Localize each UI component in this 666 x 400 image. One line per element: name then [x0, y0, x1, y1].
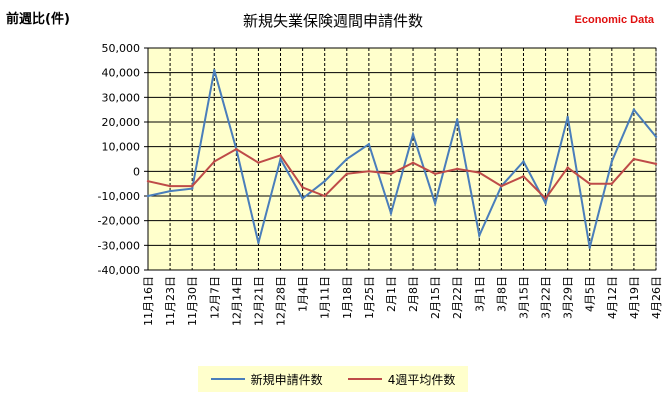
series-line-new-claims [147, 69, 657, 249]
data-point [323, 194, 326, 198]
data-point [323, 180, 326, 183]
series-line-4week-average [147, 147, 657, 201]
data-point [213, 69, 216, 72]
data-point [345, 157, 348, 161]
data-point [235, 147, 238, 151]
y-tick-label: 40,000 [102, 67, 141, 80]
data-point [190, 187, 194, 190]
legend-label-4week-average: 4週平均件数 [387, 372, 456, 387]
legend-label-new-claims: 新規申請件数 [250, 372, 323, 387]
x-tick-label: 3月15日 [517, 276, 530, 319]
x-tick-label: 11月30日 [186, 276, 199, 326]
data-point [610, 160, 614, 163]
legend-item-new-claims: 新規申請件数 [210, 371, 323, 388]
y-tick-label: 10,000 [102, 141, 141, 154]
data-point [389, 172, 393, 175]
y-tick-label: -30,000 [98, 239, 140, 252]
x-tick-label: 2月22日 [451, 276, 464, 319]
data-point [588, 182, 591, 185]
x-tick-label: 3月1日 [473, 276, 486, 312]
plot-area [147, 47, 657, 271]
data-point [389, 212, 393, 215]
data-point [632, 157, 636, 161]
x-tick-label: 3月22日 [540, 276, 553, 319]
y-tick-label: -20,000 [98, 215, 140, 228]
y-unit-label: 前週比(件) [6, 12, 70, 27]
data-point [168, 184, 172, 188]
data-point [500, 184, 503, 188]
data-point [213, 160, 216, 163]
x-tick-label: 11月16日 [142, 276, 155, 326]
data-point [146, 180, 150, 183]
data-point [632, 108, 636, 111]
y-tick-label: -10,000 [98, 190, 140, 203]
data-point [279, 157, 282, 161]
x-tick-label: 11月23日 [164, 276, 177, 326]
data-point [654, 135, 658, 138]
x-tick-label: 4月12日 [606, 276, 619, 319]
data-point [566, 115, 569, 119]
data-point [456, 118, 459, 121]
data-point [168, 189, 172, 193]
data-point [367, 143, 371, 146]
x-tick-label: 1月11日 [319, 276, 332, 319]
data-point [257, 241, 260, 245]
x-tick-label: 4月26日 [650, 276, 663, 319]
x-tick-label: 1月25日 [363, 276, 376, 319]
data-point [433, 202, 437, 205]
data-point [146, 194, 150, 198]
x-tick-label: 1月4日 [297, 276, 310, 312]
data-point [566, 166, 569, 169]
x-tick-label: 12月7日 [208, 276, 221, 319]
data-point [190, 184, 194, 188]
x-tick-label: 3月8日 [495, 276, 508, 312]
data-point [654, 162, 658, 166]
data-point [301, 186, 304, 189]
x-tick-label: 2月8日 [407, 276, 420, 312]
data-point [411, 161, 415, 164]
data-point [610, 182, 614, 185]
x-tick-label: 12月28日 [275, 276, 288, 326]
y-tick-label: 50,000 [102, 42, 141, 55]
data-point [588, 246, 591, 249]
legend-swatch-4week-average [347, 378, 382, 380]
data-point [345, 172, 348, 175]
data-point [544, 197, 547, 200]
x-tick-label: 4月19日 [628, 276, 641, 319]
y-tick-label: 0 [133, 165, 140, 178]
x-tick-label: 1月18日 [341, 276, 354, 319]
y-tick-label: 30,000 [102, 91, 141, 104]
y-tick-label: 20,000 [102, 116, 141, 129]
data-point [433, 172, 437, 175]
x-tick-label: 2月15日 [429, 276, 442, 319]
x-tick-label: 12月14日 [230, 276, 243, 326]
x-tick-label: 12月21日 [252, 276, 265, 326]
data-point [522, 160, 525, 163]
brand-label: Economic Data [574, 14, 654, 26]
data-point [257, 161, 260, 164]
x-tick-label: 3月29日 [562, 276, 575, 319]
data-point [478, 234, 481, 237]
x-tick-label: 4月5日 [584, 276, 597, 312]
data-point [478, 171, 481, 174]
data-point [411, 133, 415, 136]
data-point [279, 154, 282, 157]
chart-title: 新規失業保険週間申請件数 [242, 12, 423, 30]
data-point [301, 197, 304, 200]
y-tick-label: -40,000 [98, 264, 140, 277]
x-tick-label: 2月1日 [385, 276, 398, 312]
legend-swatch-new-claims [210, 378, 245, 380]
chart-legend: 新規申請件数 4週平均件数 [198, 366, 468, 392]
data-point [367, 170, 371, 173]
legend-item-4week-average: 4週平均件数 [347, 371, 456, 388]
data-point [522, 175, 525, 178]
data-point [456, 167, 459, 171]
data-point [544, 202, 547, 205]
